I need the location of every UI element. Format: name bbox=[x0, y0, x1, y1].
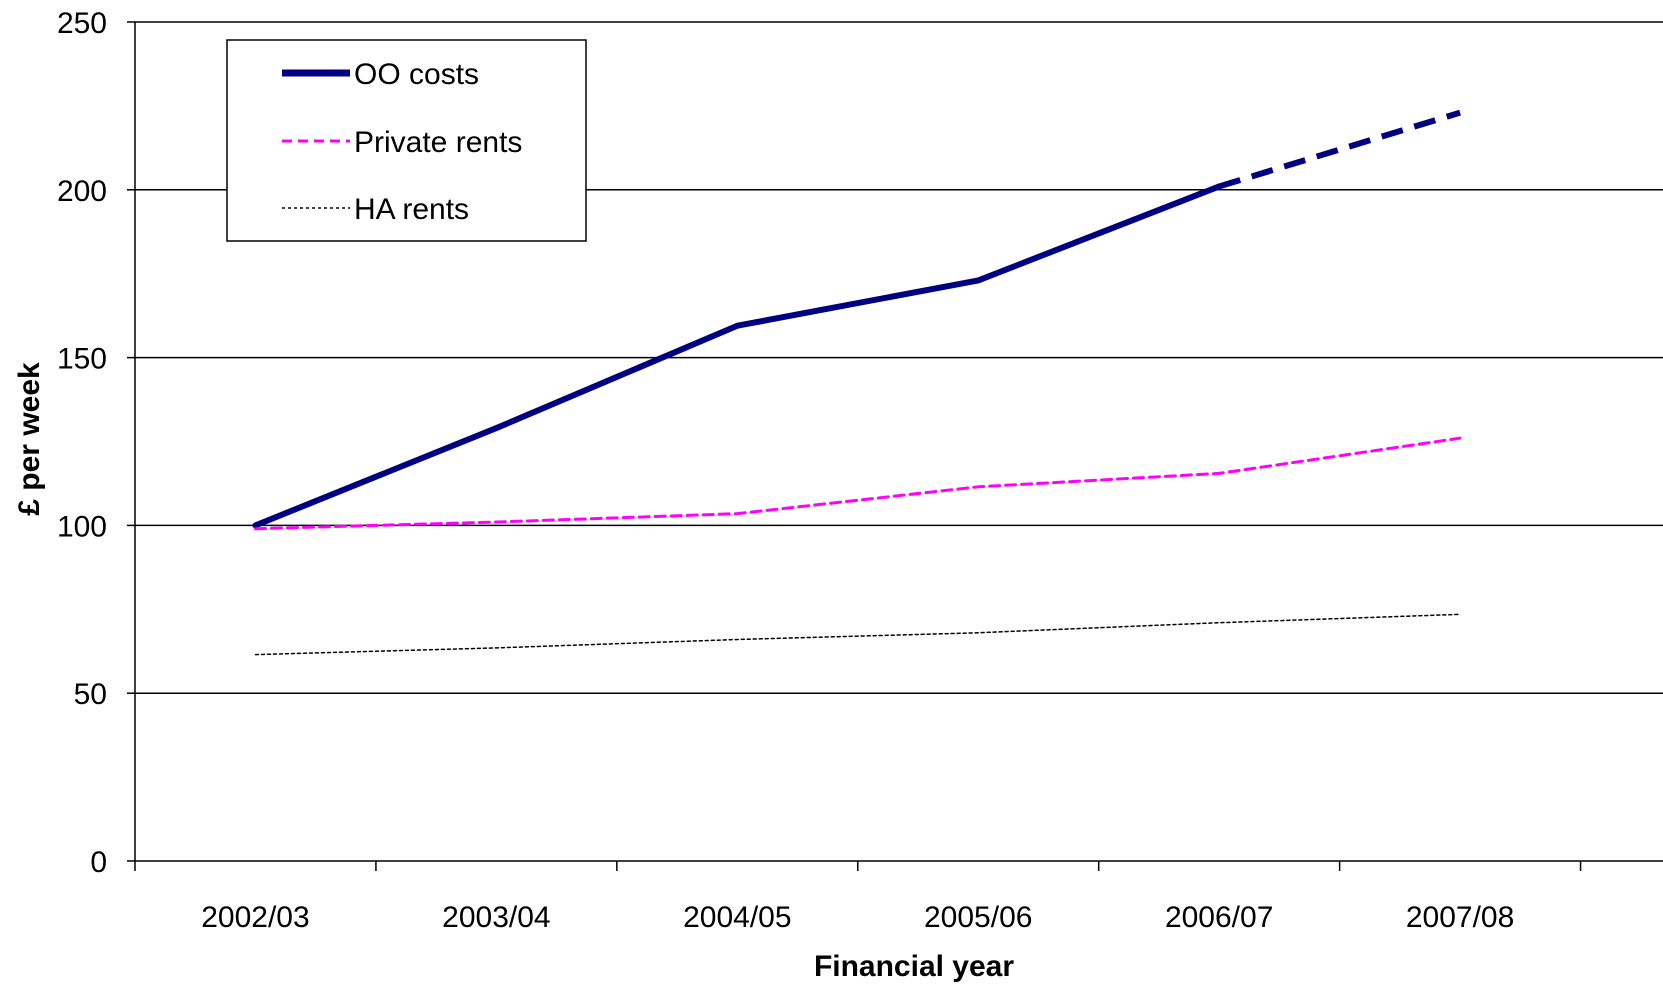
x-tick-label-2007-08: 2007/08 bbox=[1406, 901, 1514, 934]
axes bbox=[127, 21, 1663, 871]
legend: OO costs Private rents HA rents bbox=[226, 39, 587, 242]
series-line-oo-costs bbox=[252, 183, 1223, 529]
series-line-private-rents bbox=[253, 436, 1462, 531]
y-axis-title: £ per week bbox=[13, 362, 46, 516]
series-lines bbox=[252, 109, 1462, 656]
tick-labels: 0 50 100 150 200 250 2002/03 2003/04 2004/05 2005… bbox=[57, 7, 1514, 934]
x-axis-title: Financial year bbox=[814, 950, 1014, 983]
x-tick-label-2003-04: 2003/04 bbox=[442, 901, 550, 934]
x-tick-label-2004-05: 2004/05 bbox=[683, 901, 791, 934]
x-tick-label-2005-06: 2005/06 bbox=[924, 901, 1032, 934]
x-tick-label-2002-03: 2002/03 bbox=[201, 901, 309, 934]
y-tick-label-250: 250 bbox=[57, 7, 107, 40]
legend-label-oo-costs: OO costs bbox=[354, 58, 479, 91]
series-line-oo-costs-projected bbox=[1218, 109, 1461, 190]
y-tick-label-200: 200 bbox=[57, 175, 107, 208]
y-tick-label-50: 50 bbox=[74, 678, 107, 711]
series-line-ha-rents bbox=[254, 613, 1461, 656]
legend-label-private-rents: Private rents bbox=[354, 126, 522, 159]
y-tick-label-150: 150 bbox=[57, 343, 107, 376]
legend-label-ha-rents: HA rents bbox=[354, 193, 469, 226]
y-tick-label-100: 100 bbox=[57, 510, 107, 543]
x-tick-label-2006-07: 2006/07 bbox=[1165, 901, 1273, 934]
y-tick-label-0: 0 bbox=[90, 846, 107, 879]
